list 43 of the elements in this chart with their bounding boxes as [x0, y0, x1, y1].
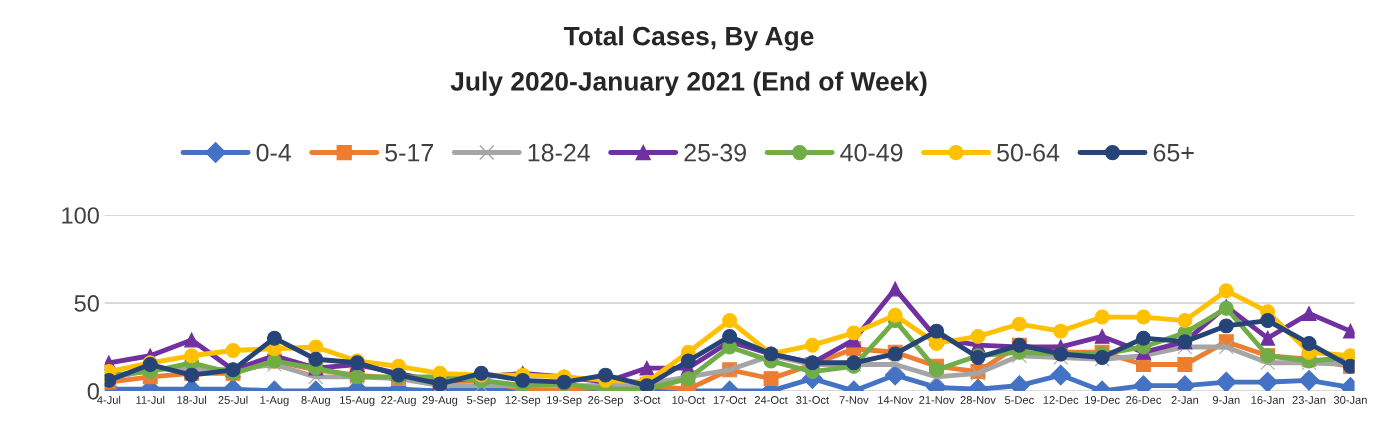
chart-subtitle: July 2020-January 2021 (End of Week) [450, 71, 927, 96]
legend-label: 5-17 [385, 144, 434, 162]
legend-label: 50-64 [997, 143, 1060, 162]
x-tick-label: 4-Jul [97, 395, 121, 404]
x-tick-label: 2-Jan [1171, 396, 1199, 404]
x-tick-label: 23-Jan [1292, 396, 1326, 404]
x-tick-label: 12-Sep [505, 396, 541, 407]
chart-title: Total Cases, By Age [563, 26, 814, 51]
x-tick-label: 3-Oct [633, 396, 661, 404]
x-tick-label: 12-Dec [1043, 396, 1079, 404]
legend-label: 25-39 [684, 143, 746, 162]
x-tick-label: 17-Oct [713, 396, 747, 404]
x-tick-label: 24-Oct [754, 396, 788, 404]
x-tick-label: 26-Dec [1126, 396, 1162, 404]
legend-label: 0-4 [256, 143, 291, 162]
x-tick-label: 19-Sep [547, 396, 582, 407]
x-tick-label: 19-Dec [1085, 396, 1120, 404]
legend-label: 40-49 [840, 143, 903, 162]
x-tick-label: 9-Jan [1212, 396, 1240, 404]
x-tick-label: 18-Jul [177, 395, 207, 404]
x-tick-label: 11-Jul [136, 395, 165, 404]
y-tick-label: 50 [74, 295, 99, 312]
legend-label: 65+ [1153, 143, 1194, 162]
x-tick-label: 29-Aug [422, 396, 458, 407]
x-tick-label: 15-Aug [340, 396, 375, 407]
x-tick-label: 1-Aug [260, 396, 289, 407]
x-tick-label: 26-Sep [588, 396, 623, 407]
x-tick-label: 14-Nov [878, 396, 914, 404]
x-tick-label: 22-Aug [381, 396, 416, 407]
x-tick-label: 5-Dec [1004, 396, 1034, 404]
x-tick-label: 25-Jul [218, 395, 248, 404]
y-tick-label: 0 [87, 382, 99, 400]
x-tick-label: 28-Nov [960, 396, 996, 404]
x-tick-label: 7-Nov [839, 396, 869, 404]
x-tick-label: 5-Sep [466, 396, 496, 407]
x-tick-label: 8-Aug [301, 396, 330, 407]
x-tick-label: 10-Oct [672, 396, 705, 404]
legend-label: 18-24 [528, 143, 590, 162]
x-tick-label: 31-Oct [796, 396, 830, 404]
x-tick-label: 16-Jan [1251, 396, 1284, 404]
x-tick-label: 30-Jan [1333, 396, 1367, 404]
x-tick-label: 21-Nov [919, 396, 955, 404]
y-tick-label: 100 [62, 207, 99, 224]
